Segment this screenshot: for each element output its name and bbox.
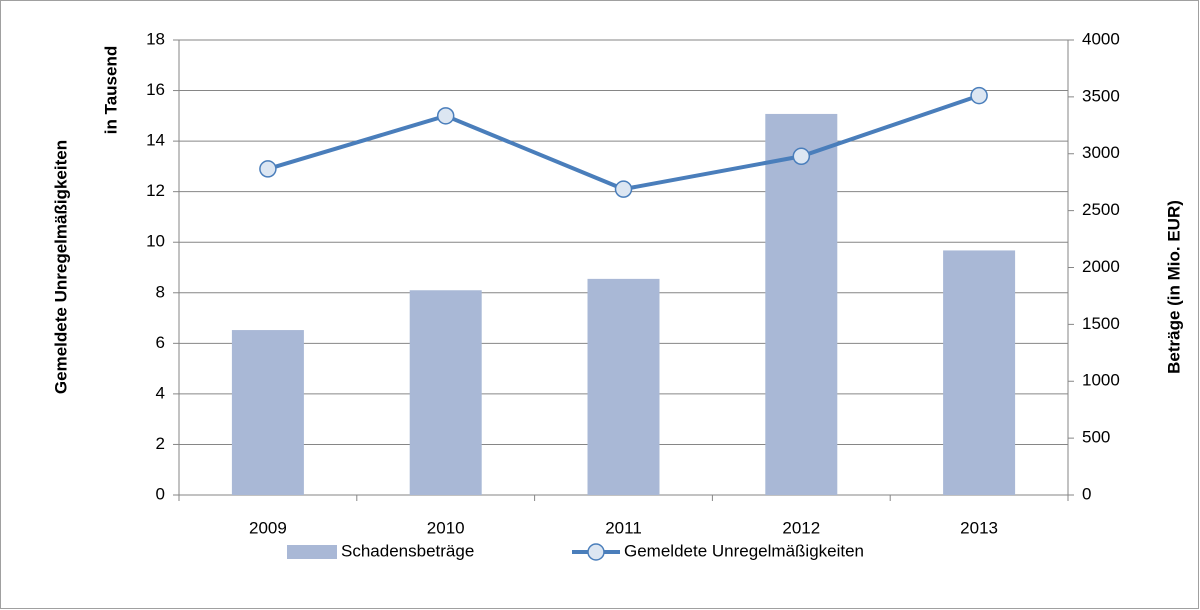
y2-tick-label: 2500 (1082, 200, 1120, 219)
y-tick-label: 16 (146, 80, 165, 99)
bar (409, 290, 482, 495)
legend-marker (587, 543, 605, 561)
y2-tick-label: 3500 (1082, 86, 1120, 105)
x-tick-label: 2012 (782, 518, 820, 537)
y-tick-label: 12 (146, 181, 165, 200)
y-tick-label: 6 (156, 333, 165, 352)
y2-tick-label: 3000 (1082, 143, 1120, 162)
y2-tick-label: 4000 (1082, 29, 1120, 48)
marker (614, 180, 633, 198)
y2-tick-label: 1500 (1082, 314, 1120, 333)
marker (259, 160, 277, 178)
bar (765, 113, 838, 495)
bar (231, 330, 304, 495)
y2-axis-label: Beträge (in Mio. EUR) (1164, 200, 1183, 374)
legend-label: Gemeldete Unregelmäßigkeiten (624, 541, 864, 560)
bar (943, 250, 1016, 495)
y-tick-label: 0 (156, 484, 165, 503)
y2-tick-label: 0 (1082, 484, 1091, 503)
marker (970, 86, 988, 105)
bar (587, 278, 660, 495)
legend-swatch (287, 545, 337, 559)
x-tick-label: 2011 (605, 518, 642, 537)
x-tick-label: 2009 (249, 518, 287, 537)
y-tick-label: 4 (156, 383, 165, 402)
y2-tick-label: 1000 (1082, 371, 1120, 390)
y-axis-label: in Tausend (101, 46, 120, 134)
x-tick-label: 2013 (960, 518, 998, 537)
y-tick-label: 18 (146, 29, 165, 48)
y2-tick-label: 2000 (1082, 257, 1120, 276)
marker (436, 107, 455, 125)
y-tick-label: 2 (156, 434, 165, 453)
y-tick-label: 8 (156, 282, 165, 301)
y-axis-label: Gemeldete Unregelmäßigkeiten (51, 140, 70, 394)
y-tick-label: 14 (146, 131, 165, 150)
x-tick-label: 2010 (427, 518, 465, 537)
y-tick-label: 10 (146, 232, 165, 251)
legend-label: Schadensbeträge (341, 541, 474, 560)
marker (792, 147, 811, 166)
y2-tick-label: 500 (1082, 428, 1110, 447)
